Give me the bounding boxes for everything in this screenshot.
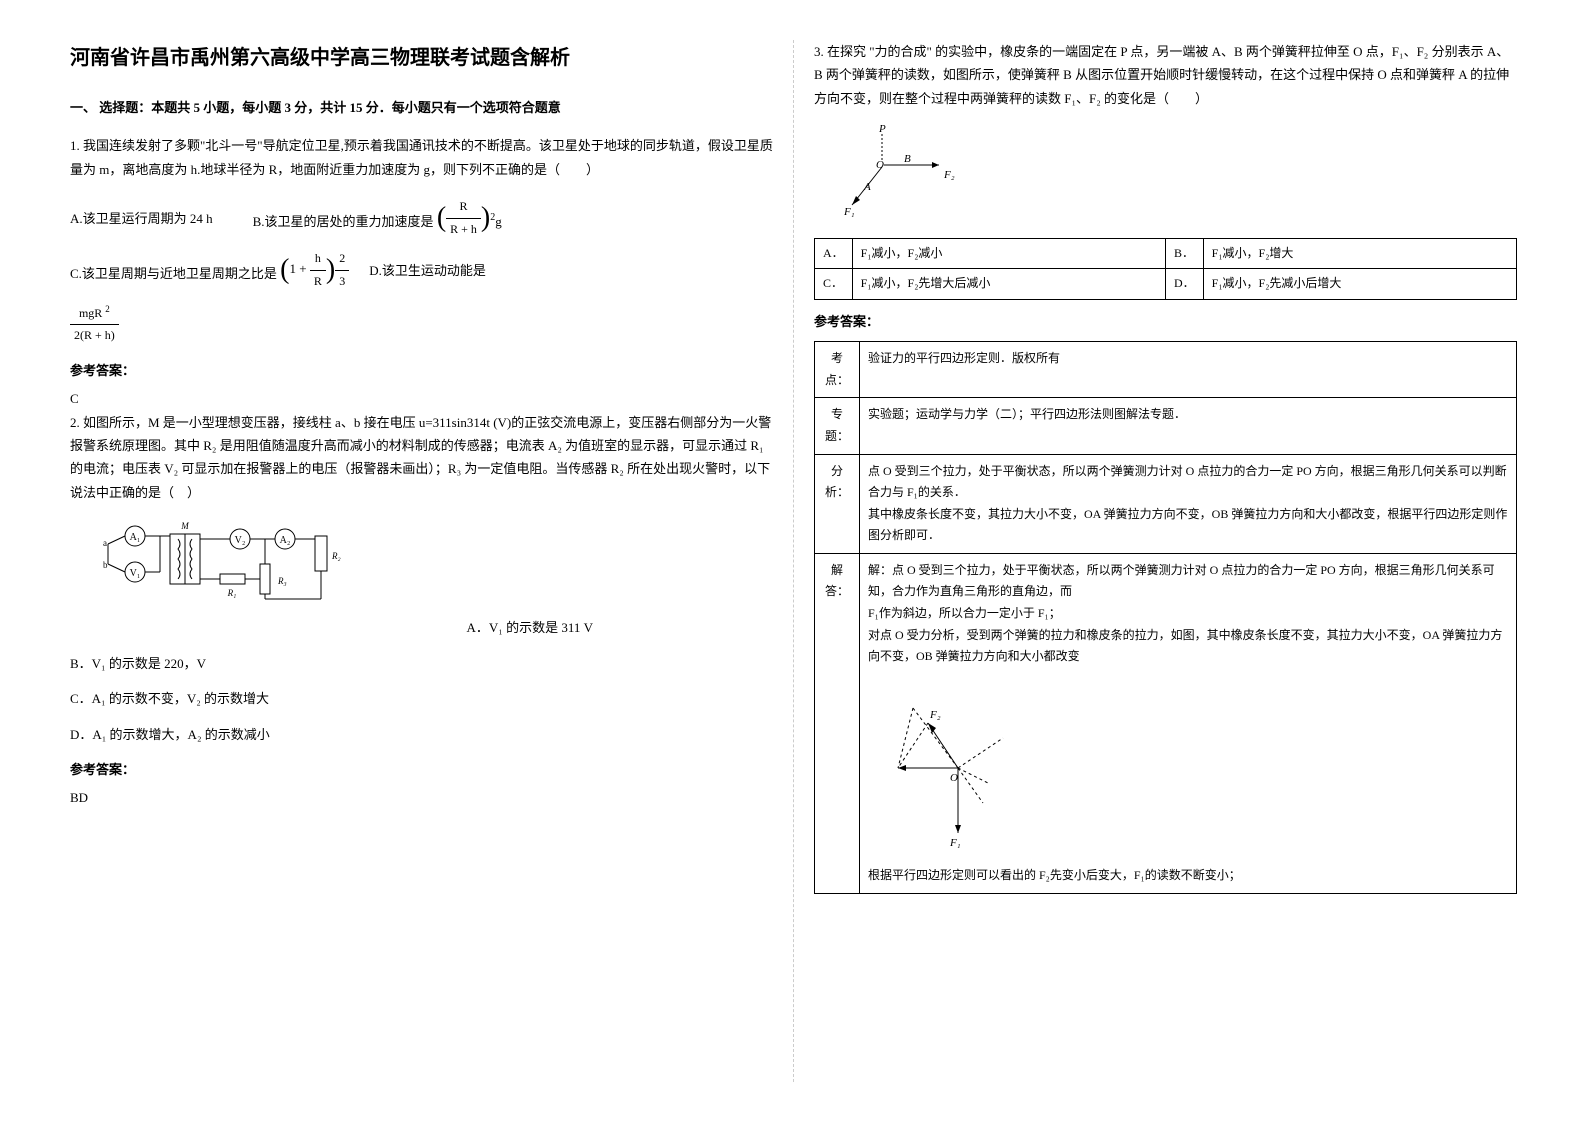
q2-answer: BD [70,786,773,809]
q1-optD: D.该卫生运动动能是 [369,259,486,282]
q1-optC: C.该卫星周期与近地卫星周期之比是 ( 1 + hR ) 23 [70,248,349,292]
section-heading: 一、 选择题：本题共 5 小题，每小题 3 分，共计 15 分．每小题只有一个选… [70,96,773,119]
q3-answer-label: 参考答案： [814,310,1517,333]
question-3: 3. 在探究 "力的合成" 的实验中，橡皮条的一端固定在 P 点，另一端被 A、… [814,40,1517,894]
svg-text:R₁: R₁ [227,588,237,598]
svg-text:M: M [180,521,189,531]
q2-optC: C．A₁ 的示数不变，V₂ 的示数增大 [70,687,773,710]
svg-text:V₁: V₁ [130,568,141,579]
q3-text: 3. 在探究 "力的合成" 的实验中，橡皮条的一端固定在 P 点，另一端被 A、… [814,40,1517,110]
q2-optA: A．V₁ 的示数是 311 V [70,616,773,639]
table-row: 考点： 验证力的平行四边形定则．版权所有 [815,342,1517,398]
q3-options-table: A． F₁减小，F₂减小 B． F₁减小，F₂增大 C． F₁减小，F₂先增大后… [814,238,1517,300]
q1-optB: B.该卫星的居处的重力加速度是 ( RR + h ) 2 g [253,196,502,240]
table-row: 解答： 解：点 O 受到三个拉力，处于平衡状态，所以两个弹簧测力计对 O 点拉力… [815,553,1517,893]
svg-text:F₁: F₁ [844,206,855,218]
q3-analysis-table: 考点： 验证力的平行四边形定则．版权所有 专题： 实验题；运动学与力学（二）；平… [814,341,1517,894]
q2-answer-label: 参考答案： [70,758,773,781]
table-row: A． F₁减小，F₂减小 B． F₁减小，F₂增大 [815,238,1517,269]
q1-optD-formula: mgR 2 2(R + h) [70,301,119,347]
page-title: 河南省许昌市禹州第六高级中学高三物理联考试题含解析 [70,40,773,76]
svg-text:F₂: F₂ [929,709,941,721]
svg-text:A: A [863,181,871,193]
table-row: 专题： 实验题；运动学与力学（二）；平行四边形法则图解法专题． [815,398,1517,454]
svg-text:P: P [878,123,886,135]
q1-answer-label: 参考答案： [70,359,773,382]
q3-force-diagram: P O B F₂ A F₁ [844,120,1517,227]
svg-text:F₁: F₁ [949,837,961,848]
q2-optB: B．V₁ 的示数是 220，V [70,652,773,675]
svg-text:R₂: R₂ [331,551,341,561]
svg-text:V₂: V₂ [235,535,246,546]
q2-text: 2. 如图所示，M 是一小型理想变压器，接线柱 a、b 接在电压 u=311si… [70,411,773,505]
svg-text:b: b [103,560,108,570]
svg-text:a: a [103,538,107,548]
svg-text:A₁: A₁ [130,532,141,543]
q3-parallelogram-diagram: F₂ O F₁ [888,678,1508,856]
svg-text:F₂: F₂ [943,169,955,181]
svg-text:B: B [904,153,911,165]
q1-optA: A.该卫星运行周期为 24 h [70,207,213,230]
q2-optD: D．A₁ 的示数增大，A₂ 的示数减小 [70,723,773,746]
table-row: 分析： 点 O 受到三个拉力，处于平衡状态，所以两个弹簧测力计对 O 点拉力的合… [815,454,1517,553]
q2-circuit-diagram: A₁ V₁ a b M V₂ A₂ [100,514,773,611]
question-1: 1. 我国连续发射了多颗"北斗一号"导航定位卫星,预示着我国通讯技术的不断提高。… [70,134,773,346]
q1-answer: C [70,387,773,410]
svg-text:A₂: A₂ [280,535,291,546]
q1-text: 1. 我国连续发射了多颗"北斗一号"导航定位卫星,预示着我国通讯技术的不断提高。… [70,134,773,181]
table-row: C． F₁减小，F₂先增大后减小 D． F₁减小，F₂先减小后增大 [815,269,1517,300]
svg-text:R₃: R₃ [277,576,287,586]
svg-text:O: O [950,772,958,784]
question-2: 2. 如图所示，M 是一小型理想变压器，接线柱 a、b 接在电压 u=311si… [70,411,773,747]
